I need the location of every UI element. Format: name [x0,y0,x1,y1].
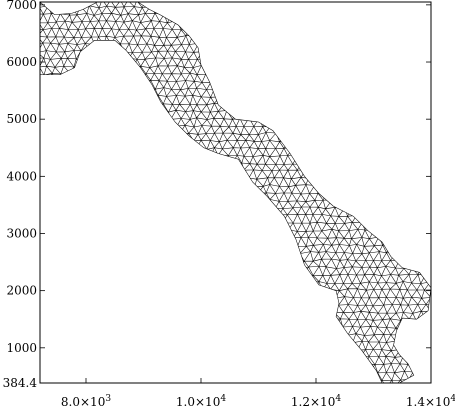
plot-frame [39,1,432,384]
x-tick-label: 1.0×104 [176,394,226,409]
y-tick-label: 5000 [6,112,37,126]
y-axis: 7000 6000 5000 4000 3000 2000 1000 384.4 [3,0,431,390]
x-tick-label: 8.0×103 [61,394,111,409]
y-tick-label: 7000 [6,0,37,12]
mesh-edges [40,2,431,383]
x-tick-label: 1.2×104 [291,394,341,409]
domain-outline [40,2,431,383]
y-tick-label: 3000 [6,226,37,240]
y-tick-label: 6000 [6,55,37,69]
y-tick-label: 1000 [6,341,37,355]
triangular-mesh [40,2,431,383]
y-tick-label: 2000 [6,284,37,298]
y-tick-label: 4000 [6,169,37,183]
y-tick-label: 384.4 [3,376,38,390]
x-tick-label: 1.4×104 [406,394,455,409]
x-axis: 8.0×103 1.0×104 1.2×104 1.4×104 [61,378,455,409]
